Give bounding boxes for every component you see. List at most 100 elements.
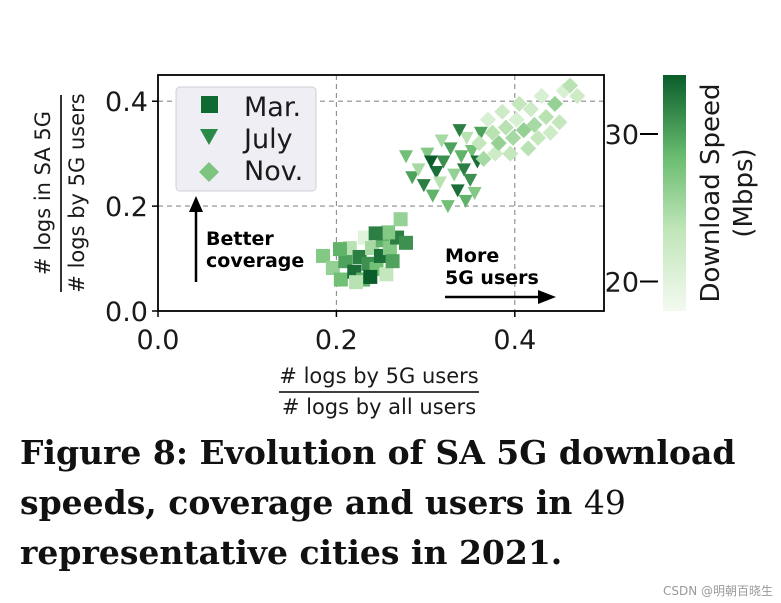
point-july: [436, 155, 451, 169]
x-tick-label: 0.0: [137, 325, 180, 356]
point-mar: [398, 235, 413, 250]
point-july: [454, 150, 469, 164]
point-mar: [368, 226, 383, 241]
colorbar-tick-label: 20: [605, 268, 639, 299]
point-mar: [325, 260, 340, 275]
point-july: [420, 147, 435, 161]
point-july: [458, 194, 473, 208]
point-mar: [332, 242, 347, 257]
y-tick-label: 0.0: [105, 297, 148, 328]
arrow-right-icon: [538, 290, 556, 304]
point-nov: [542, 124, 559, 141]
point-nov: [562, 77, 579, 94]
caption-number: 49: [583, 483, 626, 522]
point-july: [411, 163, 426, 177]
point-mar: [363, 269, 378, 284]
point-july: [440, 200, 455, 214]
point-july: [473, 126, 488, 140]
point-nov: [546, 95, 563, 112]
x-axis-label: # logs by 5G users # logs by all users: [279, 364, 479, 419]
point-mar: [385, 254, 400, 269]
point-july: [429, 166, 444, 180]
point-mar: [316, 248, 331, 263]
point-july: [463, 173, 478, 187]
legend-label-nov: Nov.: [244, 156, 303, 187]
annotation-more-line1: More: [445, 245, 499, 267]
point-july: [450, 184, 465, 198]
point-july: [452, 124, 467, 138]
x-tick-label: 0.4: [493, 325, 536, 356]
point-nov: [511, 95, 528, 112]
point-mar: [333, 272, 348, 287]
x-label-numerator: # logs by 5G users: [279, 364, 478, 388]
legend: Mar. July Nov.: [175, 86, 317, 192]
plot-frame: [157, 74, 605, 312]
y-label-numerator: # logs in SA 5G: [31, 111, 55, 275]
legend-marker-square: [201, 96, 218, 113]
point-mar: [349, 275, 364, 290]
figure-caption: Figure 8: Evolution of SA 5G download sp…: [20, 428, 765, 578]
colorbar-gradient: [663, 75, 686, 311]
point-nov: [533, 87, 550, 104]
arrow-up-icon: [189, 196, 203, 212]
point-nov: [520, 140, 537, 157]
x-label-denominator: # logs by all users: [282, 395, 476, 419]
annotation-better-coverage: Better coverage: [189, 196, 304, 282]
point-july: [425, 189, 440, 203]
caption-part2: representative cities in 2021.: [20, 533, 563, 572]
legend-label-july: July: [242, 124, 293, 155]
y-tick-label: 0.4: [105, 87, 148, 118]
point-nov: [494, 103, 511, 120]
point-nov: [526, 116, 543, 133]
point-july: [467, 187, 482, 200]
point-july: [459, 131, 474, 145]
point-july: [398, 150, 413, 164]
caption-part1: Figure 8: Evolution of SA 5G download sp…: [20, 433, 736, 522]
annotation-better-line1: Better: [206, 228, 274, 250]
point-nov: [538, 108, 555, 125]
y-label-denominator: # logs by 5G users: [65, 93, 89, 292]
colorbar-tick-label: 30: [605, 120, 639, 151]
annotation-more-line2: 5G users: [445, 267, 539, 289]
point-mar: [381, 225, 396, 240]
point-july: [405, 171, 420, 185]
y-tick-label: 0.2: [105, 192, 148, 223]
point-mar: [393, 212, 408, 227]
point-nov: [551, 114, 568, 131]
point-nov: [508, 111, 525, 128]
point-nov: [475, 150, 492, 167]
legend-marker-diamond: [199, 162, 219, 182]
point-nov: [502, 145, 519, 162]
point-nov: [480, 111, 497, 128]
point-nov: [497, 119, 514, 136]
point-july: [432, 176, 447, 190]
point-july: [464, 145, 479, 159]
colorbar-label-line1: Download Speed: [696, 83, 726, 302]
x-tick-label: 0.2: [315, 325, 358, 356]
point-july: [434, 134, 449, 148]
figure: 0.0 0.2 0.4 0.0 0.2 0.4 Mar. July Nov. Better…: [31, 74, 759, 419]
point-nov: [569, 87, 586, 104]
annotation-better-line2: coverage: [206, 250, 304, 272]
point-july: [443, 142, 458, 156]
point-nov: [471, 135, 488, 152]
point-nov: [484, 124, 501, 141]
point-july: [447, 168, 462, 182]
point-nov: [505, 129, 522, 146]
watermark: CSDN @明朝百晓生: [662, 584, 773, 598]
legend-label-mar: Mar.: [244, 92, 301, 123]
colorbar-label-line2: (Mbps): [729, 148, 759, 237]
y-axis-label: # logs in SA 5G # logs by 5G users: [31, 93, 89, 292]
point-july: [423, 155, 438, 169]
point-july: [416, 179, 431, 193]
point-mar: [379, 267, 394, 282]
legend-marker-triangle: [200, 129, 218, 145]
point-nov: [490, 135, 507, 152]
axis-ticks: 0.0 0.2 0.4 0.0 0.2 0.4: [105, 87, 536, 356]
point-nov: [522, 101, 539, 118]
point-nov: [529, 129, 546, 146]
annotation-more-users: More 5G users: [445, 245, 556, 304]
point-july: [456, 163, 471, 177]
